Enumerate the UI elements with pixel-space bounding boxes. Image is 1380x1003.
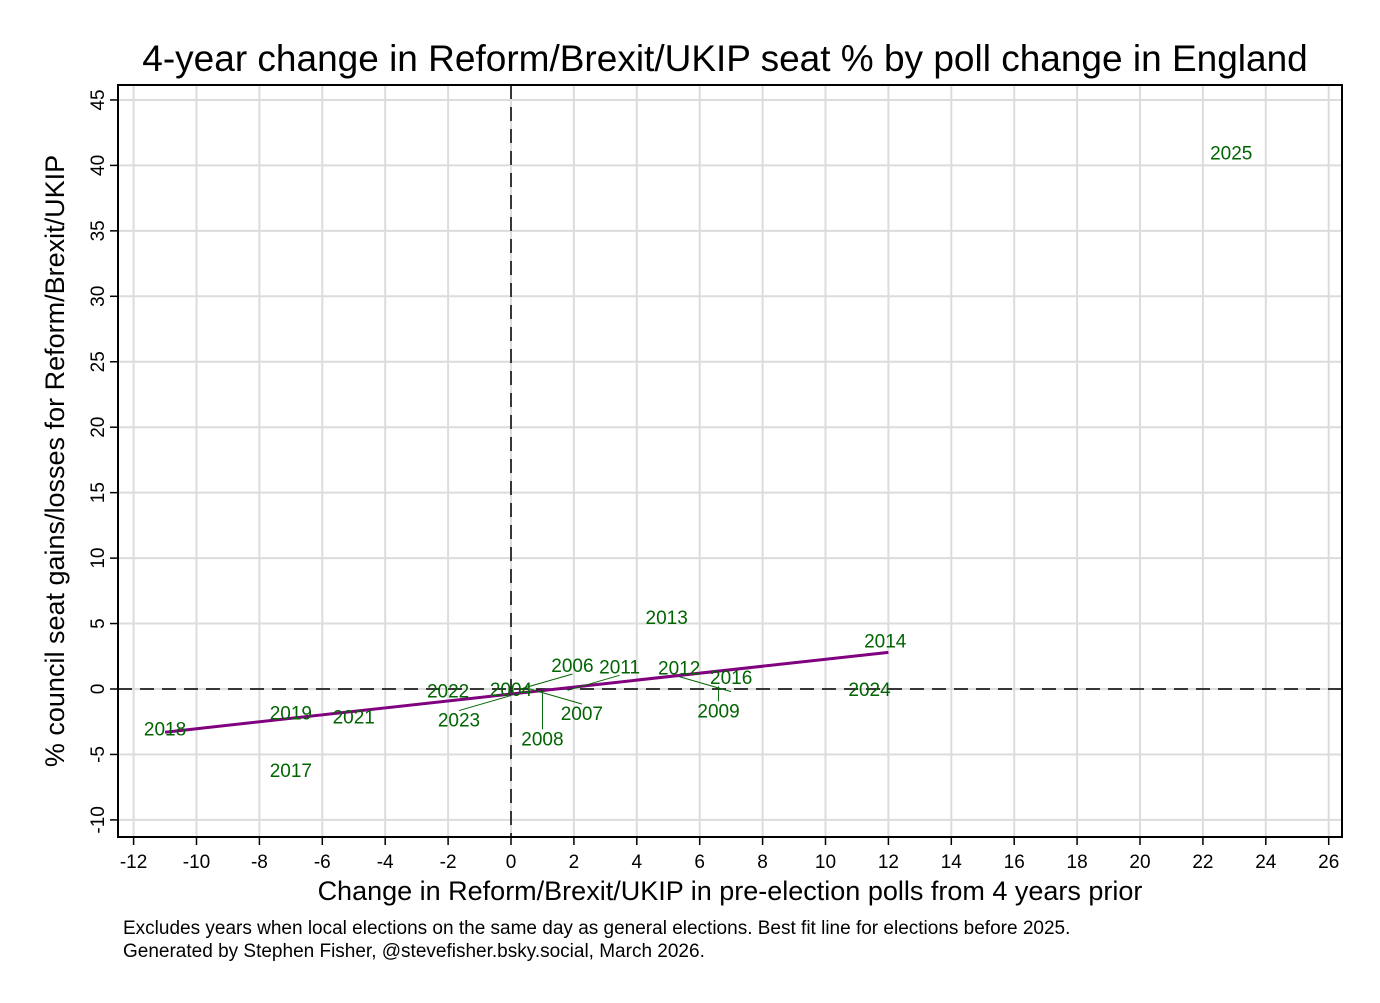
x-tick-label: -8: [251, 852, 268, 873]
point-label-2006: 2006: [551, 656, 593, 677]
fit-line: [164, 650, 889, 734]
y-tick-label: 20: [88, 417, 109, 438]
leader-line-2023: [458, 695, 512, 712]
y-tick-label: 30: [88, 286, 109, 307]
point-label-2008: 2008: [521, 729, 563, 750]
leader-line-2006: [520, 673, 573, 690]
y-tick-label: 5: [88, 618, 109, 629]
x-tick-label: 24: [1255, 852, 1277, 873]
x-tick-label: -6: [314, 852, 331, 873]
y-tick-label: 15: [88, 482, 109, 503]
y-ticks: -10 -5 0 5 10 15 20 25 30 35 40 45: [88, 89, 118, 834]
x-tick-label: -10: [183, 852, 210, 873]
x-tick-label: 10: [815, 852, 836, 873]
point-label-2023: 2023: [438, 711, 480, 732]
point-labels: 2025 2013 2014 2024 2016 2009 2012 2022 2004 2006…: [144, 143, 1252, 782]
point-label-2004: 2004: [490, 680, 533, 701]
x-tick-label: -4: [377, 852, 394, 873]
x-tick-label: 2: [569, 852, 580, 873]
point-label-2019: 2019: [270, 704, 312, 725]
x-tick-label: -2: [440, 852, 457, 873]
y-tick-label: -10: [88, 806, 109, 833]
point-label-2021: 2021: [333, 707, 375, 728]
x-tick-label: 16: [1004, 852, 1025, 873]
x-tick-label: -12: [120, 852, 147, 873]
x-tick-label: 26: [1318, 852, 1339, 873]
x-tick-label: 6: [694, 852, 705, 873]
x-tick-label: 12: [878, 852, 899, 873]
leader-line-2012: [679, 676, 732, 693]
y-tick-label: 35: [88, 220, 109, 241]
x-tick-label: 22: [1192, 852, 1213, 873]
point-label-2025: 2025: [1210, 143, 1252, 164]
footnote-1: Excludes years when local elections on t…: [123, 918, 1070, 939]
point-label-2012: 2012: [658, 659, 700, 680]
leader-line-2011: [567, 674, 620, 691]
point-label-2018: 2018: [144, 719, 186, 740]
x-tick-label: 14: [941, 852, 963, 873]
point-label-2013: 2013: [646, 608, 688, 629]
x-tick-label: 0: [506, 852, 517, 873]
point-label-2011: 2011: [599, 657, 640, 678]
footnote-2: Generated by Stephen Fisher, @stevefishe…: [123, 941, 705, 962]
point-label-2007: 2007: [561, 704, 603, 725]
point-label-2016: 2016: [710, 668, 752, 689]
x-axis-label: Change in Reform/Brexit/UKIP in pre-elec…: [318, 876, 1143, 906]
point-label-2009: 2009: [697, 701, 739, 722]
y-tick-label: 45: [88, 89, 109, 110]
reference-lines: [118, 85, 1342, 837]
x-tick-label: 8: [757, 852, 768, 873]
y-tick-label: 25: [88, 351, 109, 372]
x-tick-label: 4: [632, 852, 643, 873]
x-ticks: -12 -10 -8 -6 -4 -2 0 2 4 6 8 10 12 14 16 18 20 22 24 26: [120, 837, 1339, 873]
point-label-2017: 2017: [270, 761, 312, 782]
x-tick-label: 20: [1129, 852, 1150, 873]
y-tick-label: 40: [88, 155, 109, 176]
chart-title: 4-year change in Reform/Brexit/UKIP seat…: [142, 38, 1307, 79]
point-label-2014: 2014: [864, 632, 907, 653]
y-tick-label: 0: [88, 684, 109, 695]
x-tick-label: 18: [1067, 852, 1088, 873]
y-tick-label: -5: [88, 746, 109, 763]
plot-frame: [117, 84, 1343, 838]
label-leader-lines: [458, 673, 732, 730]
point-label-2024: 2024: [848, 680, 891, 701]
leader-line-2007: [529, 688, 583, 705]
point-label-2022: 2022: [427, 681, 469, 702]
y-tick-label: 10: [88, 548, 109, 569]
y-axis-label: % council seat gains/losses for Reform/B…: [40, 155, 70, 767]
